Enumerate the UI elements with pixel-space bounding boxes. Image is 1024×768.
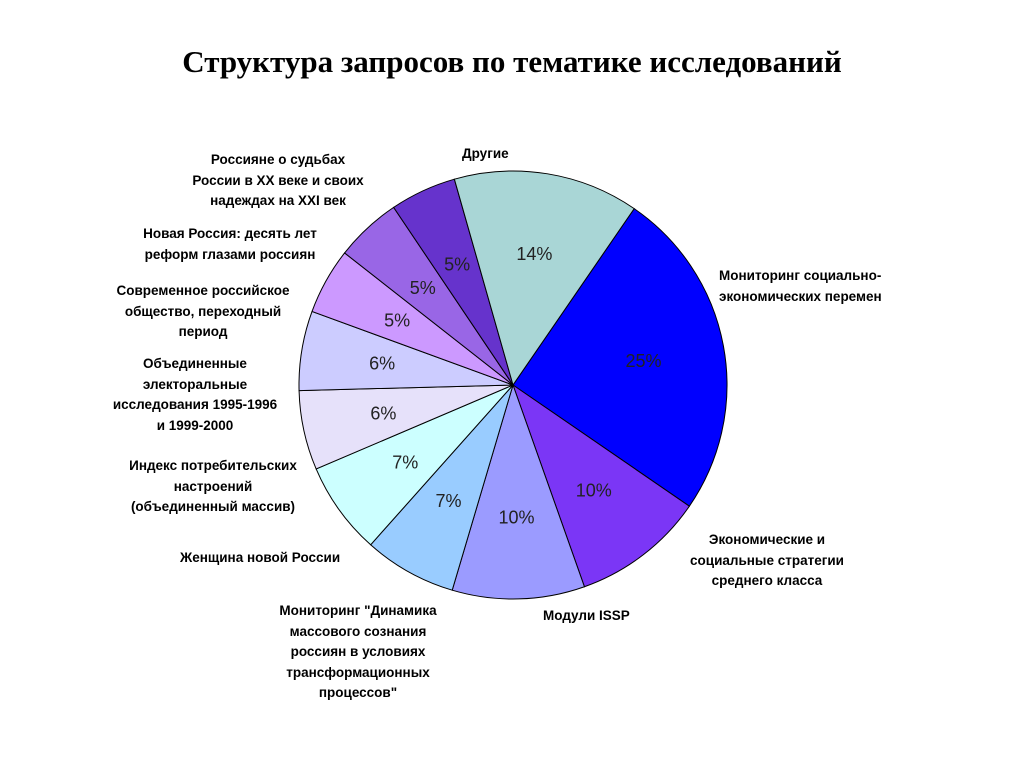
slice-value-label-1: 10% [576,480,612,500]
slice-value-label-4: 7% [392,452,418,472]
legend-label-economic-strategies: Экономические и социальные стратегии средн… [690,532,844,588]
slice-value-label-8: 5% [410,278,436,298]
legend-label-issp: Модули ISSP [543,608,630,623]
legend-label-new-russia: Новая Россия: десять лет реформ глазами р… [143,226,317,262]
slice-value-label-0: 25% [625,351,661,371]
slice-value-label-10: 14% [516,244,552,264]
pie-slice-1 [512,383,691,588]
pie-slice-10 [453,170,635,387]
legend-label-other: Другие [462,146,509,161]
legend-label-electoral: Объединенные электоральные исследования 19… [112,356,278,433]
legend-label-mass-consciousness: Мониторинг "Динамика массового сознания ро… [279,603,437,700]
chart-title: Структура запросов по тематике исследова… [182,44,842,79]
slice-value-label-7: 5% [384,311,410,331]
slice-value-label-9: 5% [444,255,470,275]
slice-value-label-6: 6% [369,354,395,374]
slice-value-label-2: 10% [498,508,534,528]
legend-label-fates: Россияне о судьбах России в XX веке и сво… [192,152,364,208]
legend-label-woman-new-russia: Женщина новой России [180,550,341,565]
legend-label-monitoring: Мониторинг социально-экономических перем… [719,268,882,304]
slice-value-label-5: 6% [370,403,396,423]
slice-value-label-3: 7% [435,491,461,511]
pie-slice-0 [512,207,728,507]
pie-slice-2 [451,383,586,600]
legend-label-modern-society: Современное российское общество, переходн… [116,283,290,339]
legend-label-consumer-index: Индекс потребительских настроений (объедин… [129,458,297,514]
